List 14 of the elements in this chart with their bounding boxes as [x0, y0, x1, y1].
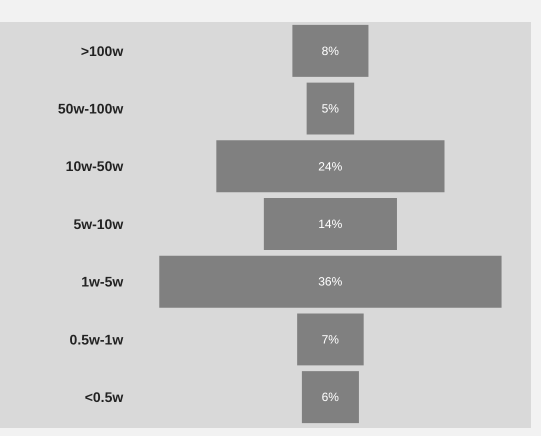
data-label: 5%: [322, 102, 340, 116]
category-label: 1w-5w: [81, 274, 124, 290]
data-label: 7%: [322, 332, 340, 346]
category-label: 10w-50w: [66, 158, 124, 174]
data-label: 24%: [318, 159, 343, 174]
category-label: 5w-10w: [73, 216, 124, 232]
category-label: 50w-100w: [58, 100, 124, 116]
data-label: 6%: [322, 390, 340, 404]
data-label: 8%: [322, 44, 340, 58]
category-label: 0.5w-1w: [70, 331, 124, 348]
data-label: 14%: [318, 217, 343, 231]
category-label: >100w: [80, 42, 124, 59]
category-label: <0.5w: [84, 389, 124, 406]
data-label: 36%: [318, 274, 343, 289]
